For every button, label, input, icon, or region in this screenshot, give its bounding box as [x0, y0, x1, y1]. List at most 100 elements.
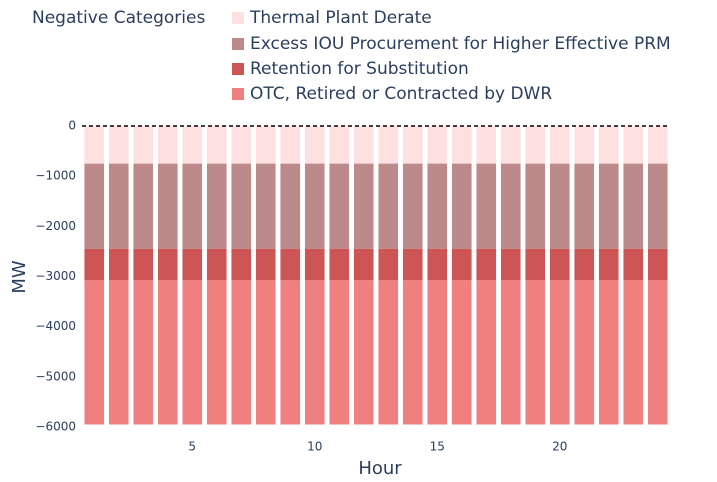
bar-segment [255, 126, 276, 164]
bar-segment [304, 163, 325, 249]
bar-segment [378, 248, 399, 281]
bar-segment [500, 163, 521, 249]
bar-segment [476, 280, 497, 425]
x-tick-label: 15 [430, 440, 445, 454]
bar-segment [206, 126, 227, 164]
bar-segment [157, 280, 178, 425]
x-tick-label: 10 [307, 440, 322, 454]
bar-segment [84, 163, 105, 249]
bar-segment [280, 163, 301, 249]
bar-segment [500, 126, 521, 164]
bar-segment [280, 126, 301, 164]
bar-segment [206, 163, 227, 249]
bar-segment [133, 163, 154, 249]
bar-segment [255, 248, 276, 281]
bar-segment [427, 248, 448, 281]
bar-segment [182, 126, 203, 164]
bar-segment [451, 248, 472, 281]
legend-swatch [232, 63, 244, 75]
bar-segment [451, 280, 472, 425]
bar-segment [378, 126, 399, 164]
bar-segment [353, 163, 374, 249]
bar-segment [574, 280, 595, 425]
bar-segment [476, 126, 497, 164]
bar-segment [108, 163, 129, 249]
y-tick-label: −3000 [35, 269, 76, 283]
bar-segment [84, 126, 105, 164]
bar-segment [647, 163, 668, 249]
bar-segment [329, 163, 350, 249]
bar-segment [182, 163, 203, 249]
bar-segment [525, 248, 546, 281]
bar-segment [378, 163, 399, 249]
legend-title: Negative Categories [32, 8, 205, 28]
bar-segment [108, 126, 129, 164]
y-tick-label: −1000 [35, 169, 76, 183]
bar-segment [329, 280, 350, 425]
bar-segment [451, 163, 472, 249]
bar-segment [427, 163, 448, 249]
bar-segment [108, 248, 129, 281]
bar-segment [427, 126, 448, 164]
bar-segment [402, 163, 423, 249]
bar-segment [598, 163, 619, 249]
bar-segment [206, 248, 227, 281]
x-tick-label: 5 [188, 440, 196, 454]
bar-segment [574, 126, 595, 164]
bar-segment [574, 248, 595, 281]
bar-segment [329, 248, 350, 281]
bar-segment [647, 280, 668, 425]
bar-segment [353, 126, 374, 164]
bar-segment [623, 280, 644, 425]
bar-segment [549, 126, 570, 164]
legend-label: Excess IOU Procurement for Higher Effect… [250, 34, 671, 54]
bar-segment [647, 126, 668, 164]
bar-segment [182, 248, 203, 281]
bar-segment [255, 163, 276, 249]
bar-segment [231, 163, 252, 249]
y-tick-label: −5000 [35, 369, 76, 383]
bar-segment [402, 126, 423, 164]
bar-segment [353, 280, 374, 425]
bar-segment [329, 126, 350, 164]
bar-segment [133, 126, 154, 164]
bar-segment [598, 126, 619, 164]
bar-segment [451, 126, 472, 164]
bar-segment [231, 248, 252, 281]
bar-segment [549, 163, 570, 249]
y-tick-label: −2000 [35, 219, 76, 233]
bar-segment [304, 126, 325, 164]
bar-segment [133, 280, 154, 425]
y-tick-label: 0 [68, 119, 76, 133]
bar-segment [133, 248, 154, 281]
x-axis-title: Hour [358, 458, 402, 479]
bar-segment [353, 248, 374, 281]
bar-segment [476, 248, 497, 281]
legend-label: OTC, Retired or Contracted by DWR [250, 84, 552, 104]
bar-segment [525, 280, 546, 425]
y-tick-label: −6000 [35, 420, 76, 434]
bar-segment [623, 248, 644, 281]
bar-segment [500, 248, 521, 281]
bar-segment [549, 280, 570, 425]
bar-segment [402, 248, 423, 281]
bar-segment [231, 126, 252, 164]
bar-segment [598, 280, 619, 425]
bar-segment [84, 248, 105, 281]
bar-segment [402, 280, 423, 425]
legend-label: Retention for Substitution [250, 59, 469, 79]
bar-segment [304, 248, 325, 281]
bar-segment [280, 248, 301, 281]
y-tick-label: −4000 [35, 319, 76, 333]
x-tick-label: 20 [552, 440, 567, 454]
bar-segment [427, 280, 448, 425]
bar-segment [623, 126, 644, 164]
bar-segment [157, 163, 178, 249]
bar-segment [255, 280, 276, 425]
bar-segment [84, 280, 105, 425]
bar-segment [549, 248, 570, 281]
bar-segment [108, 280, 129, 425]
bar-segment [157, 248, 178, 281]
bar-segment [206, 280, 227, 425]
y-axis-title: MW [9, 260, 30, 294]
